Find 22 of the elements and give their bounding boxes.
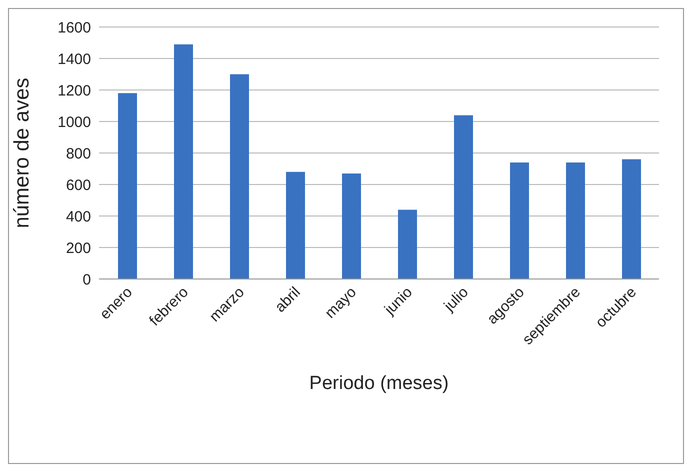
y-axis-title: número de aves xyxy=(10,78,34,228)
y-tick-label: 1000 xyxy=(58,114,91,131)
x-tick-label: julio xyxy=(440,284,472,316)
bar xyxy=(510,162,529,279)
y-tick-label: 1600 xyxy=(58,19,91,36)
bar xyxy=(342,173,361,279)
bar xyxy=(566,162,585,279)
bar xyxy=(454,115,473,279)
bar xyxy=(230,74,249,279)
y-tick-label: 200 xyxy=(66,240,91,257)
bar xyxy=(174,44,193,279)
bar xyxy=(286,172,305,279)
bar xyxy=(398,210,417,279)
y-tick-label: 400 xyxy=(66,208,91,226)
y-tick-label: 1400 xyxy=(58,50,91,68)
x-axis-title: Periodo (meses) xyxy=(309,373,449,394)
y-tick-label: 800 xyxy=(66,145,91,162)
y-tick-label: 1200 xyxy=(58,82,91,100)
bar xyxy=(118,93,137,279)
y-tick-label: 0 xyxy=(82,271,91,288)
bar xyxy=(622,159,641,279)
y-tick-label: 600 xyxy=(66,176,91,194)
